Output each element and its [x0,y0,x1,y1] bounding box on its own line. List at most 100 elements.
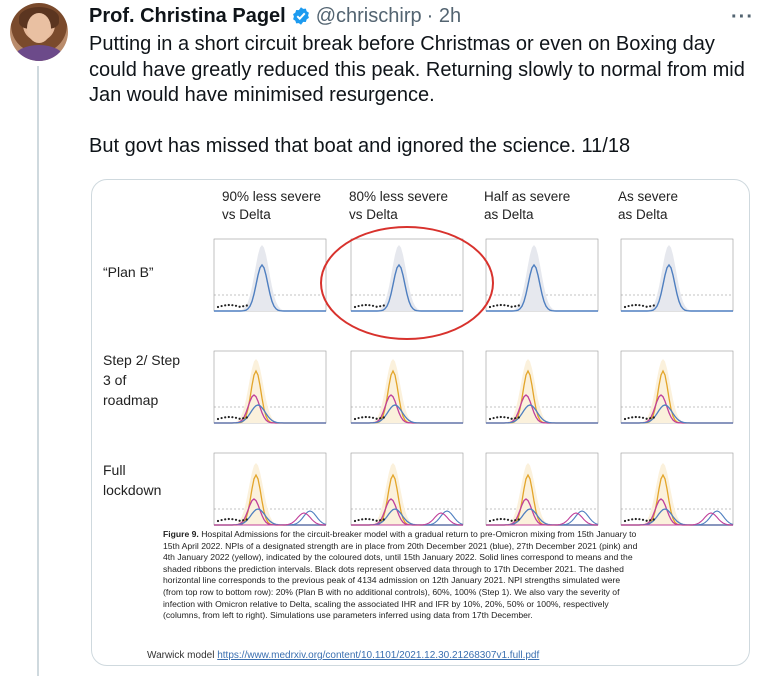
figure-panel [472,447,602,535]
observed-data-point [242,519,245,522]
observed-data-point [638,416,641,419]
figure-panel [607,345,737,433]
observed-data-point [364,303,367,307]
observed-data-point [357,304,360,308]
series-line-pink-resurgence [486,512,599,526]
observed-data-point [382,304,385,307]
observed-data-point [492,416,495,420]
observed-data-point [649,519,652,522]
series-line-blue [486,263,598,312]
figure-footer: Warwick model https://www.medrxiv.org/co… [147,650,539,661]
column-header-line: Half as severe [484,189,571,204]
plot-frame [350,452,464,526]
column-header-line: 90% less severe [222,189,322,204]
observed-data-point [353,417,357,421]
observed-data-point [641,416,645,419]
column-header-line: vs Delta [349,207,398,222]
plot-frame [213,452,327,526]
observed-data-point [234,518,238,521]
panel-plot [620,350,734,424]
observed-data-point [379,519,382,522]
observed-data-point [631,518,634,521]
observed-data-point [503,518,506,521]
panel-plot [350,238,464,312]
figure-panel [200,447,330,535]
caption-title: Figure 9. [163,529,199,539]
row-header-line: Step 2/ Step [103,352,181,368]
observed-data-point [496,416,499,419]
tweet-text: Putting in a short circuit break before … [89,32,749,159]
observed-data-point [506,416,510,419]
row-header-line: 3 of [103,372,127,388]
author-name[interactable]: Prof. Christina Pagel [89,4,286,27]
observed-data-point [638,518,641,521]
observed-data-point [510,519,513,522]
series-line-pink-resurgence [621,512,734,526]
observed-data-point [216,519,220,523]
figure-column-header: Half as severe as Delta [484,188,570,224]
series-line-blue [214,263,326,312]
row-header-line: Full [103,462,126,478]
series-line-blue [621,404,733,424]
observed-data-point [517,416,520,419]
observed-data-point [224,416,227,419]
observed-data-point [368,304,371,307]
observed-data-point [220,518,223,522]
column-header-line: 80% less severe [349,189,449,204]
observed-data-point [499,415,502,419]
observed-data-point [375,417,378,420]
series-line-pink-resurgence [351,512,464,526]
observed-data-point [641,304,645,307]
observed-data-point [364,415,367,419]
observed-data-point [652,416,655,419]
tweet-timestamp[interactable]: · 2h [426,4,462,27]
panel-plot [485,452,599,526]
observed-data-point [379,417,382,420]
observed-data-point [238,305,241,308]
observed-data-point [514,417,517,420]
panel-plot [485,350,599,424]
plot-frame [213,350,327,424]
observed-data-point [510,305,513,308]
observed-data-point [231,416,234,419]
footer-label: Warwick model [147,650,215,661]
panel-plot [213,238,327,312]
author-avatar[interactable] [10,3,68,61]
observed-data-point [503,304,506,307]
observed-data-point [382,518,385,521]
column-header-line: as Delta [618,207,668,222]
observed-data-point [627,304,630,308]
observed-data-point [631,416,634,419]
panel-plot [485,238,599,312]
tweet-header: Prof. Christina Pagel @chrischirp · 2h [89,4,461,28]
observed-data-point [488,417,492,421]
observed-data-point [631,304,634,307]
panel-plot [350,350,464,424]
observed-data-point [353,519,357,523]
observed-data-point [488,305,492,309]
observed-data-point [234,416,238,419]
author-handle[interactable]: @chrischirp [315,4,422,27]
observed-data-point [227,517,230,521]
figure-panel [200,345,330,433]
plot-frame [485,350,599,424]
observed-data-point [224,518,227,521]
figure-panel [607,447,737,535]
plot-frame [485,452,599,526]
series-line-blue [621,263,733,312]
observed-data-point [645,519,648,522]
figure-panel [337,233,467,321]
observed-data-point [506,304,510,307]
observed-data-point [375,305,378,308]
observed-data-point [375,519,378,522]
observed-data-point [510,417,513,420]
series-line-blue [351,404,463,424]
observed-data-point [634,415,637,419]
observed-data-point [652,304,655,307]
observed-data-point [361,304,364,307]
prediction-ribbon [351,245,463,311]
observed-data-point [245,518,248,521]
more-options-icon[interactable]: ··· [731,6,754,28]
observed-data-point [231,518,234,521]
footer-link[interactable]: https://www.medrxiv.org/content/10.1101/… [217,650,540,661]
